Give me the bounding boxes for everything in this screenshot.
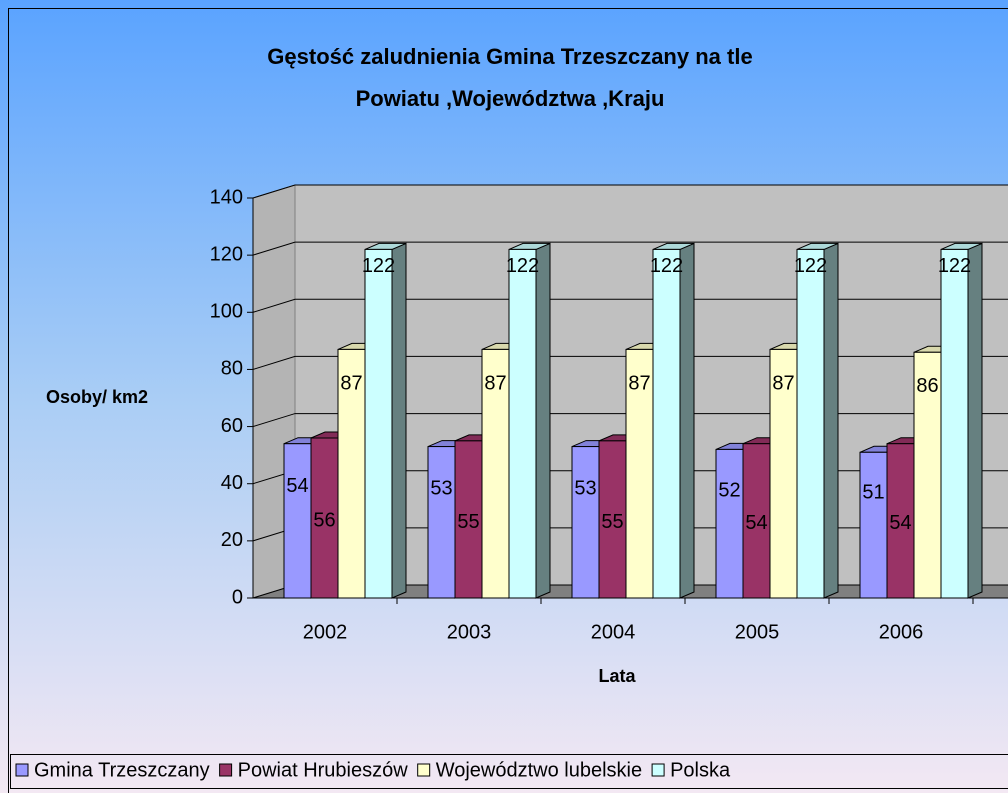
legend-label: Powiat Hrubieszów — [238, 759, 409, 781]
grid-line — [252, 241, 1008, 256]
bar-side — [823, 242, 839, 599]
bar-front — [796, 248, 825, 599]
data-label: 55 — [601, 511, 623, 533]
data-label: 52 — [718, 479, 740, 501]
bar-front — [481, 348, 510, 599]
legend-box — [10, 754, 1008, 789]
x-tick-label: 2006 — [879, 621, 924, 643]
bar-front — [715, 448, 744, 599]
data-label: 54 — [889, 512, 911, 534]
y-tick-label: 140 — [210, 186, 243, 208]
bar-side — [679, 242, 695, 599]
y-axis-label: Osoby/ km2 — [46, 387, 148, 407]
frame — [8, 8, 1008, 793]
bar — [796, 242, 839, 599]
data-label: 122 — [938, 255, 971, 277]
y-tick-label: 60 — [221, 415, 243, 437]
x-tick-label: 2005 — [735, 621, 780, 643]
grid-line — [252, 298, 1008, 313]
bar-front — [283, 443, 312, 599]
data-label: 87 — [484, 373, 506, 395]
bar-front — [310, 437, 339, 599]
bar-front — [913, 351, 942, 599]
data-label: 86 — [916, 375, 938, 397]
legend-marker — [15, 763, 29, 777]
data-label: 56 — [313, 509, 335, 531]
data-label: 55 — [457, 511, 479, 533]
y-tick-label: 40 — [221, 472, 243, 494]
legend-label: Gmina Trzeszczany — [34, 759, 210, 781]
legend-label: Polska — [670, 759, 731, 781]
legend-marker — [219, 763, 233, 777]
data-label: 87 — [628, 373, 650, 395]
bar-side — [535, 242, 551, 599]
bar-side — [967, 242, 983, 599]
y-tick-label: 80 — [221, 358, 243, 380]
x-tick-label: 2004 — [591, 621, 636, 643]
data-label: 122 — [650, 255, 683, 277]
data-label: 51 — [862, 481, 884, 503]
x-tick-label: 2002 — [303, 621, 348, 643]
bar-side — [391, 242, 407, 599]
legend-marker — [417, 763, 431, 777]
data-label: 54 — [286, 475, 308, 497]
legend-marker — [651, 763, 665, 777]
y-tick-label: 100 — [210, 301, 243, 323]
data-label: 53 — [430, 477, 452, 499]
bar-front — [742, 443, 771, 599]
bar-front — [454, 440, 483, 599]
bar — [652, 242, 695, 599]
x-tick-label: 2003 — [447, 621, 492, 643]
bar-front — [769, 348, 798, 599]
bar-front — [571, 446, 600, 599]
bar-front — [427, 446, 456, 599]
bar-front — [625, 348, 654, 599]
bar-front — [859, 451, 888, 599]
data-label: 122 — [506, 255, 539, 277]
chart-title: Gęstość zaludnienia Gmina Trzeszczany na… — [267, 44, 752, 69]
bar — [364, 242, 407, 599]
data-label: 54 — [745, 512, 767, 534]
y-tick-label: 20 — [221, 529, 243, 551]
bar — [940, 242, 983, 599]
bar-front — [940, 248, 969, 599]
data-label: 122 — [794, 255, 827, 277]
y-tick-label: 0 — [232, 586, 243, 608]
data-label: 122 — [362, 255, 395, 277]
bar — [508, 242, 551, 599]
y-tick-label: 120 — [210, 243, 243, 265]
data-label: 87 — [772, 373, 794, 395]
bar-front — [508, 248, 537, 599]
x-axis-label: Lata — [598, 666, 636, 686]
bar-front — [652, 248, 681, 599]
data-label: 87 — [340, 373, 362, 395]
legend-label: Województwo lubelskie — [436, 759, 642, 781]
chart-title: Powiatu ,Województwa ,Kraju — [356, 86, 665, 111]
bar-front — [364, 248, 393, 599]
bar-front — [598, 440, 627, 599]
grid-line — [252, 184, 1008, 199]
data-label: 53 — [574, 477, 596, 499]
